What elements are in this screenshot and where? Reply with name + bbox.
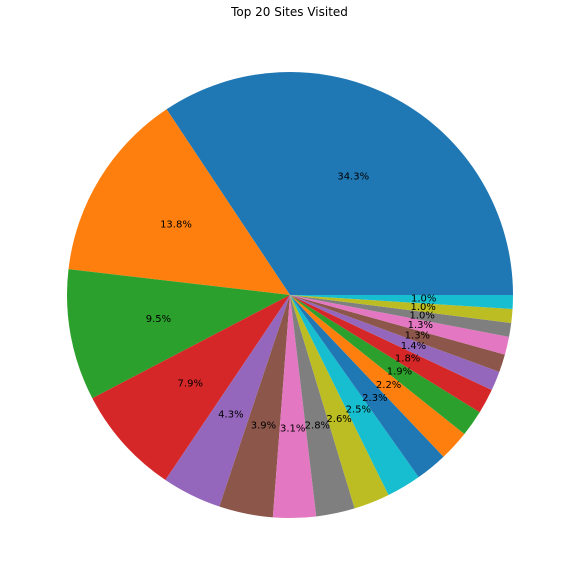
pie-slice-label-16: 1.3% (405, 330, 430, 341)
pie-slice-20 (290, 295, 514, 310)
pie-slice-18 (290, 295, 512, 337)
pie-slices (67, 72, 514, 519)
pie-slice-label-10: 2.5% (346, 405, 371, 416)
pie-slice-13 (290, 295, 480, 434)
pie-slice-label-5: 4.3% (218, 410, 243, 421)
pie-slice-7 (272, 295, 317, 519)
pie-labels: 34.3%13.8%9.5%7.9%4.3%3.9% 3.1% 2.8%2.6%2.… (146, 172, 437, 435)
pie-slice-label-1: 34.3% (337, 172, 369, 183)
pie-slice-11 (290, 295, 444, 478)
pie-slice-label-14: 1.8% (395, 353, 420, 364)
pie-slice-label-4: 7.9% (178, 379, 203, 390)
pie-slice-4 (92, 295, 290, 480)
pie-slice-12 (290, 295, 465, 457)
pie-slice-16 (290, 295, 505, 372)
pie-slice-14 (290, 295, 492, 413)
pie-slice-label-19: 1.0% (411, 302, 436, 313)
pie-slice-15 (290, 295, 500, 391)
pie-slice-label-8: 2.8% (305, 420, 330, 431)
pie-slice-1 (166, 72, 513, 296)
pie-slice-19 (290, 295, 513, 323)
pie-slice-17 (290, 295, 510, 355)
pie-slice-label-15: 1.4% (401, 341, 426, 352)
pie-slice-label-7: 3.1% (280, 423, 305, 434)
pie-slice-10 (290, 295, 419, 496)
pie-slice-label-13: 1.9% (387, 367, 412, 378)
pie-slice-label-18: 1.0% (409, 310, 434, 321)
pie-slice-3 (67, 269, 290, 399)
pie-slice-5 (165, 295, 290, 507)
pie-slice-8 (290, 295, 355, 517)
pie-slice-label-2: 13.8% (160, 220, 192, 231)
chart-title: Top 20 Sites Visited (231, 5, 348, 19)
pie-slice-6 (219, 295, 290, 518)
pie-slice-9 (290, 295, 389, 509)
pie-slice-label-3: 9.5% (146, 314, 171, 325)
pie-slice-label-9: 2.6% (326, 414, 351, 425)
pie-slice-label-17: 1.3% (408, 320, 433, 331)
pie-slice-2 (68, 109, 290, 296)
pie-slice-label-20: 1.0% (411, 294, 436, 305)
pie-slice-label-12: 2.2% (376, 380, 401, 391)
pie-slice-label-6: 3.9% (251, 421, 276, 432)
pie-slice-label-11: 2.3% (362, 393, 387, 404)
